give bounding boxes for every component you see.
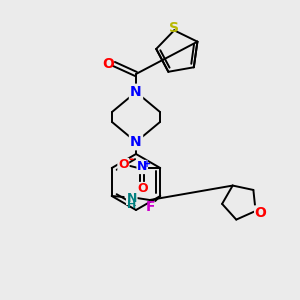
Text: S: S (169, 21, 179, 35)
Text: O: O (118, 158, 129, 172)
Text: O: O (137, 182, 148, 196)
Text: -: - (129, 154, 134, 166)
Text: H: H (127, 200, 136, 210)
Text: F: F (146, 200, 155, 214)
Text: N: N (130, 85, 142, 99)
Text: +: + (143, 159, 151, 169)
Text: N: N (130, 135, 142, 149)
Text: N: N (137, 160, 147, 173)
Text: O: O (255, 206, 266, 220)
Text: O: O (102, 57, 114, 71)
Text: N: N (127, 191, 137, 205)
